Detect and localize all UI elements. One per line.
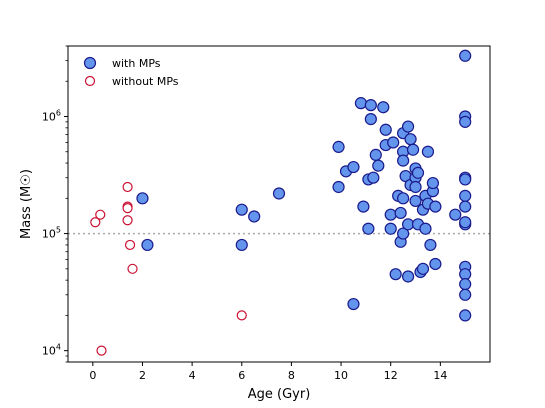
data-point-with-mps — [235, 203, 248, 216]
data-point-with-mps — [419, 222, 432, 235]
data-point-with-mps — [421, 145, 435, 158]
x-tick-label: 12 — [384, 369, 398, 382]
data-point-with-mps — [332, 140, 345, 153]
data-point-with-mps — [459, 268, 472, 281]
data-point-with-mps — [401, 120, 415, 133]
data-point-with-mps — [272, 187, 286, 200]
x-axis-title: Age (Gyr) — [248, 387, 311, 402]
data-point-with-mps — [397, 154, 410, 167]
data-point-with-mps — [141, 238, 154, 252]
data-point-with-mps — [389, 268, 402, 281]
data-point-without-mps — [95, 209, 106, 220]
data-point-with-mps — [459, 309, 472, 322]
y-tick-label: 104 — [42, 343, 61, 358]
data-point-with-mps — [459, 216, 472, 229]
data-point-with-mps — [459, 173, 472, 186]
data-point-with-mps — [379, 123, 392, 136]
data-point-with-mps — [459, 49, 472, 62]
data-point-with-mps — [397, 227, 410, 240]
data-point-with-mps — [362, 222, 375, 235]
legend-label-without-mps: without MPs — [112, 75, 179, 88]
axes-layer: 0 2 4 6 8 10 12 14 104 105 106 — [42, 45, 491, 382]
data-point-with-mps — [364, 99, 377, 112]
data-point-without-mps — [122, 181, 133, 193]
data-point-with-mps — [357, 200, 370, 213]
x-tick-label: 10 — [334, 369, 348, 382]
data-point-with-mps — [364, 112, 377, 126]
data-point-with-mps — [369, 148, 382, 161]
data-point-without-mps — [127, 263, 138, 274]
data-point-with-mps — [409, 194, 422, 208]
data-point-with-mps — [459, 189, 472, 202]
data-point-with-mps — [449, 208, 462, 221]
x-tick-label: 14 — [433, 369, 447, 382]
plot-frame — [67, 45, 491, 363]
data-point-with-mps — [429, 200, 442, 213]
data-point-with-mps — [459, 115, 472, 128]
data-point-with-mps — [416, 262, 430, 275]
y-tick-label: 106 — [42, 108, 61, 123]
data-point-without-mps — [236, 310, 247, 321]
data-point-without-mps — [122, 215, 133, 226]
data-point-with-mps — [248, 210, 261, 223]
data-point-with-mps — [354, 97, 368, 110]
points-layer — [90, 49, 472, 356]
data-point-with-mps — [384, 208, 397, 221]
data-point-with-mps — [401, 270, 415, 283]
data-point-without-mps — [96, 345, 107, 356]
data-point-with-mps — [404, 133, 417, 146]
data-point-with-mps — [397, 192, 410, 205]
data-point-with-mps — [347, 297, 360, 311]
legend-marker-without-mps — [84, 75, 96, 87]
data-point-with-mps — [426, 176, 440, 190]
x-tick-label: 4 — [189, 369, 196, 382]
legend-marker-with-mps — [83, 56, 97, 70]
y-tick-label: 105 — [42, 226, 61, 241]
data-point-with-mps — [136, 192, 149, 205]
legend-label-with-mps: with MPs — [112, 57, 161, 70]
data-point-with-mps — [372, 159, 385, 172]
data-point-with-mps — [235, 238, 248, 252]
data-point-with-mps — [377, 101, 390, 114]
data-point-with-mps — [367, 171, 380, 184]
x-tick-label: 0 — [89, 369, 96, 382]
data-point-without-mps — [90, 217, 101, 228]
y-axis-title: Mass (M☉) — [19, 169, 34, 239]
data-point-with-mps — [384, 222, 397, 235]
x-tick-label: 6 — [238, 369, 245, 382]
data-point-with-mps — [459, 288, 472, 301]
legend: with MPs without MPs — [83, 56, 179, 88]
data-point-with-mps — [394, 206, 407, 220]
data-point-with-mps — [424, 238, 437, 252]
x-tick-label: 2 — [139, 369, 146, 382]
data-point-with-mps — [459, 200, 472, 213]
x-tick-label: 8 — [288, 369, 295, 382]
data-point-with-mps — [347, 160, 360, 174]
data-point-with-mps — [406, 143, 420, 156]
data-point-with-mps — [409, 180, 422, 194]
data-point-without-mps — [122, 203, 133, 214]
data-point-with-mps — [411, 166, 425, 179]
data-point-with-mps — [459, 278, 472, 291]
data-point-without-mps — [124, 239, 136, 251]
data-point-with-mps — [429, 257, 442, 271]
data-point-with-mps — [387, 136, 400, 149]
data-point-with-mps — [332, 180, 345, 194]
